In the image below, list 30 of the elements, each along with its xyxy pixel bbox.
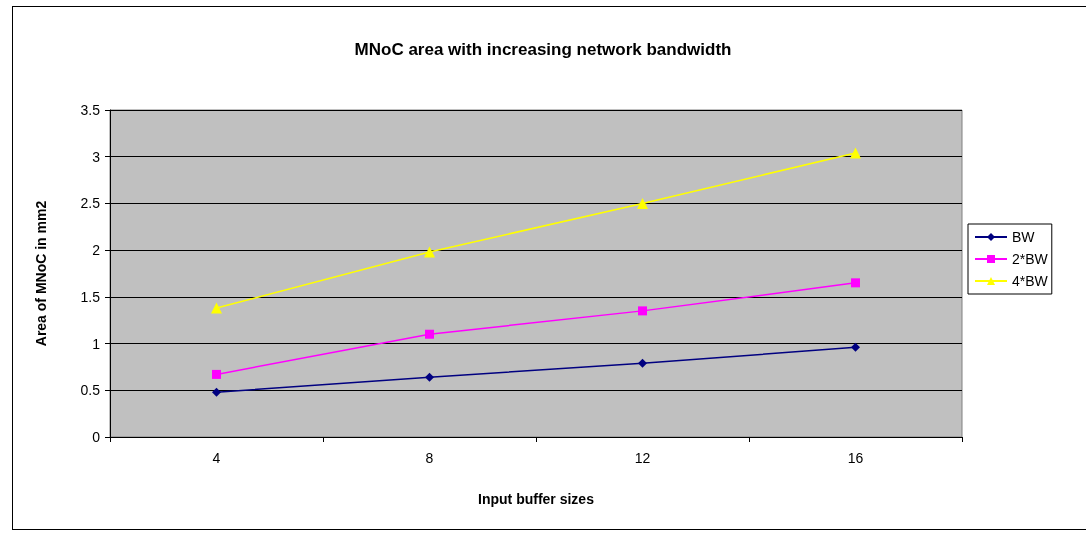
point: [850, 147, 861, 159]
y-tick-label: 0: [92, 429, 101, 445]
legend-label: 4*BW: [1012, 273, 1049, 289]
point: [637, 197, 648, 209]
legend-label: 2*BW: [1012, 251, 1049, 267]
x-tick-label: 12: [634, 450, 651, 466]
y-tick-label: 3: [92, 148, 101, 165]
y-tick-label: 0.5: [80, 382, 101, 399]
point: [851, 278, 860, 288]
y-axis-title: Area of MNoC in mm2: [33, 200, 49, 347]
x-axis-title: Input buffer sizes: [478, 491, 595, 507]
point: [638, 358, 647, 368]
x-tick-label: 8: [425, 450, 434, 466]
chart-title: MNoC area with increasing network bandwidth: [354, 40, 732, 59]
y-tick-label: 1: [92, 335, 101, 352]
point: [212, 369, 221, 379]
point: [211, 302, 222, 314]
point: [212, 387, 221, 397]
x-tick-label: 4: [212, 450, 221, 466]
point: [638, 306, 647, 316]
legend-label: BW: [1012, 229, 1036, 245]
y-tick-label: 1.5: [80, 288, 101, 305]
point: [425, 329, 434, 339]
x-tick-label: 16: [847, 450, 864, 466]
y-tick-label: 3.5: [80, 102, 101, 118]
point: [424, 246, 435, 258]
y-tick-label: 2: [92, 242, 101, 259]
point: [851, 342, 860, 352]
point: [425, 372, 434, 382]
y-tick-label: 2.5: [80, 195, 101, 212]
